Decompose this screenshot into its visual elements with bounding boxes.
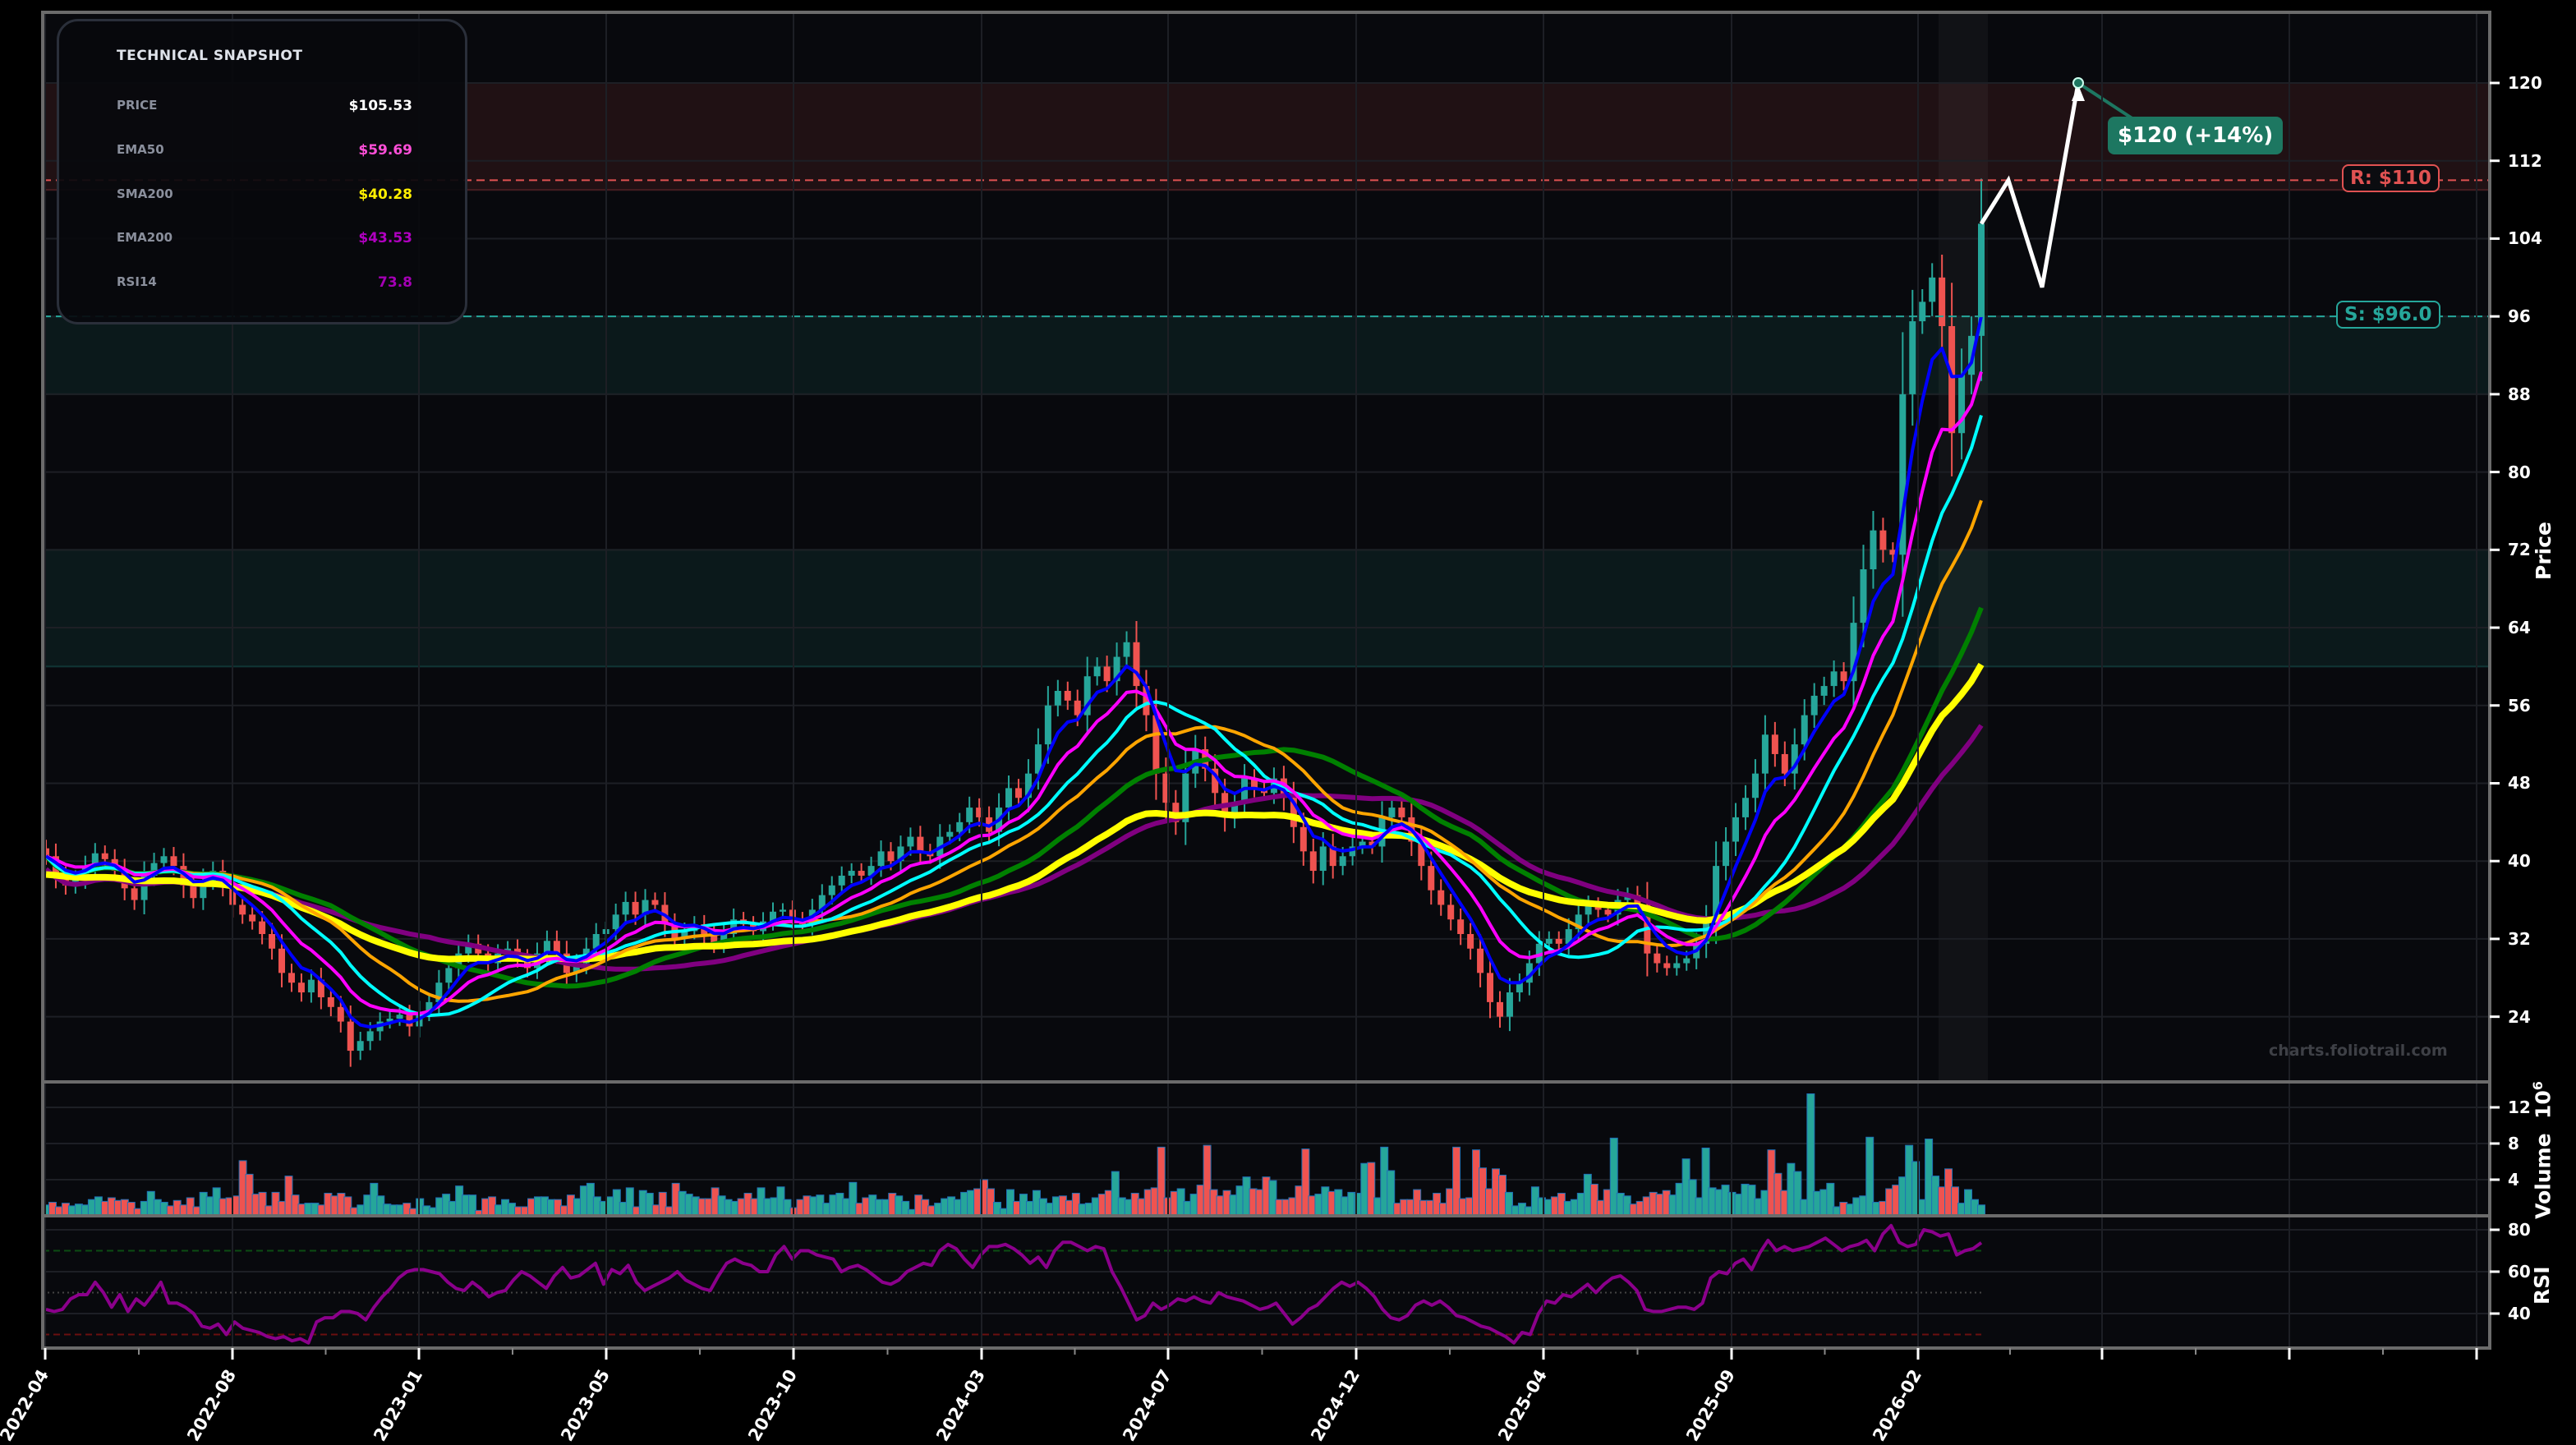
snapshot-value: $59.69	[358, 142, 412, 159]
rsi-panel	[43, 1216, 2490, 1348]
volume-axis-label: Volume	[2531, 1133, 2555, 1219]
rsi-tick-label: 40	[2508, 1304, 2531, 1323]
price-axis-title: Price	[2532, 522, 2555, 580]
rsi-tick-label: 60	[2508, 1262, 2531, 1282]
snapshot-row-price: PRICE $105.53	[117, 98, 412, 117]
price-tick-label: 64	[2508, 618, 2531, 638]
snapshot-label: SMA200	[117, 186, 173, 201]
resistance-label: R: $110	[2342, 164, 2440, 192]
support-label: S: $96.0	[2336, 301, 2440, 329]
price-tick-label: 80	[2508, 462, 2531, 482]
target-price-label: $120 (+14%)	[2108, 117, 2284, 154]
snapshot-value: 73.8	[378, 274, 412, 291]
volume-panel	[42, 1082, 2490, 1217]
rsi-tick-label: 80	[2508, 1220, 2531, 1240]
price-tick-label: 32	[2508, 928, 2531, 949]
snapshot-label: EMA200	[117, 230, 173, 245]
technical-snapshot-panel: TECHNICAL SNAPSHOT PRICE $105.53 EMA50 $…	[57, 19, 467, 324]
price-tick-label: 40	[2508, 851, 2531, 872]
snapshot-title: TECHNICAL SNAPSHOT	[117, 48, 303, 64]
volume-axis-exponent: 6	[2530, 1081, 2546, 1091]
price-tick-label: 72	[2508, 540, 2531, 560]
snapshot-label: PRICE	[117, 98, 158, 113]
price-tick-label: 120	[2508, 73, 2542, 93]
price-tick-label: 104	[2508, 228, 2542, 249]
snapshot-value: $40.28	[358, 186, 412, 203]
snapshot-row-ema200: EMA200 $43.53	[117, 230, 412, 250]
snapshot-value: $105.53	[348, 98, 412, 114]
watermark: charts.foliotrail.com	[2269, 1042, 2448, 1060]
volume-tick-label: 12	[2508, 1098, 2531, 1117]
price-tick-label: 112	[2508, 150, 2542, 171]
price-tick-label: 24	[2508, 1006, 2531, 1027]
rsi-axis-title: RSI	[2530, 1266, 2554, 1305]
price-tick-label: 56	[2508, 695, 2531, 716]
snapshot-label: RSI14	[117, 274, 157, 289]
price-tick-label: 88	[2508, 384, 2531, 404]
price-tick-label: 96	[2508, 306, 2531, 327]
snapshot-row-sma200: SMA200 $40.28	[117, 186, 412, 206]
volume-axis-title: Volume 106	[2530, 1081, 2555, 1219]
axes	[41, 11, 2500, 1360]
volume-tick-label: 4	[2508, 1170, 2519, 1190]
snapshot-label: EMA50	[117, 142, 164, 157]
snapshot-row-rsi14: RSI14 73.8	[117, 274, 412, 294]
price-tick-label: 48	[2508, 773, 2531, 794]
volume-tick-label: 8	[2508, 1134, 2519, 1153]
snapshot-value: $43.53	[358, 230, 412, 246]
snapshot-row-ema50: EMA50 $59.69	[117, 142, 412, 162]
